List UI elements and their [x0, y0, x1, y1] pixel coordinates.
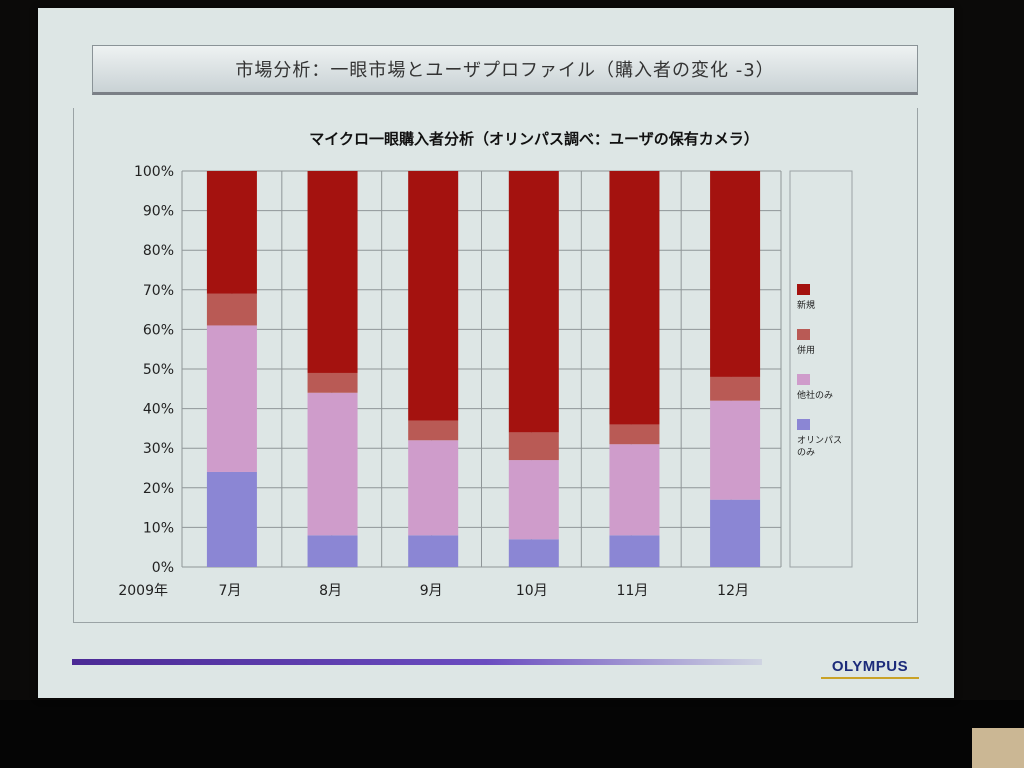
- legend-swatch: [797, 374, 810, 385]
- y-tick-label: 20%: [143, 481, 174, 497]
- chart-panel: マイクロ一眼購入者分析（オリンパス調べ：ユーザの保有カメラ） 0% 10% 20% 30…: [73, 108, 918, 623]
- bar-segment: [307, 392, 358, 536]
- slide-title: 市場分析：一眼市場とユーザプロファイル（購入者の変化 -3）: [92, 45, 918, 95]
- legend-label: オリンパス: [797, 435, 842, 446]
- bar-segment: [508, 171, 559, 433]
- y-tick-label: 40%: [143, 402, 174, 418]
- bar-segment: [206, 471, 257, 567]
- y-tick-label: 100%: [134, 164, 174, 180]
- y-tick-label: 10%: [143, 520, 174, 536]
- footer-divider: [72, 659, 762, 665]
- x-tick-label: 10月: [516, 583, 548, 599]
- x-tick-label: 7月: [218, 583, 241, 599]
- bar-segment: [609, 444, 660, 536]
- y-tick-label: 30%: [143, 441, 174, 457]
- y-tick-label: 0%: [152, 560, 174, 576]
- olympus-logo-text: OLYMPUS: [831, 658, 909, 675]
- y-tick-label: 60%: [143, 322, 174, 338]
- bar-segment: [710, 376, 761, 401]
- bar-segment: [408, 420, 459, 441]
- bar-segment: [609, 171, 660, 425]
- y-tick-label: 70%: [143, 283, 174, 299]
- legend-swatch: [797, 329, 810, 340]
- bar-segment: [710, 499, 761, 567]
- y-tick-label: 90%: [143, 204, 174, 220]
- bar-segment: [609, 424, 660, 445]
- legend-box: [789, 170, 853, 568]
- bar-segment: [508, 539, 559, 567]
- bar-segment: [710, 171, 761, 377]
- x-tick-label: 9月: [420, 583, 443, 599]
- y-tick-label: 50%: [143, 362, 174, 378]
- bar-segment: [408, 535, 459, 567]
- bar-segment: [206, 171, 257, 294]
- bar-segment: [206, 325, 257, 472]
- y-tick-label: 80%: [143, 243, 174, 259]
- olympus-logo: OLYMPUS: [818, 658, 922, 688]
- legend-label: のみ: [797, 447, 815, 458]
- x-tick-label: 11月: [617, 583, 649, 599]
- legend-label: 他社のみ: [797, 389, 833, 401]
- bar-segment: [307, 535, 358, 567]
- bar-segment: [307, 372, 358, 393]
- bar-segment: [307, 171, 358, 373]
- legend-swatch: [797, 284, 810, 295]
- bar-segment: [206, 293, 257, 326]
- x-year-label: 2009年: [118, 583, 168, 599]
- background-strip: [0, 700, 1024, 768]
- bar-segment: [408, 440, 459, 536]
- background-corner: [972, 728, 1024, 768]
- legend-label: 併用: [797, 344, 815, 356]
- bar-segment: [408, 171, 459, 421]
- bar-segment: [609, 535, 660, 567]
- legend-label: 新規: [797, 299, 815, 311]
- x-tick-label: 8月: [319, 583, 342, 599]
- x-tick-label: 12月: [717, 583, 749, 599]
- bar-segment: [508, 432, 559, 461]
- bar-segment: [710, 400, 761, 500]
- bar-segment: [508, 460, 559, 540]
- olympus-logo-underline: [821, 677, 919, 679]
- chart-title: マイクロ一眼購入者分析（オリンパス調べ：ユーザの保有カメラ）: [309, 130, 758, 148]
- presentation-slide: 市場分析：一眼市場とユーザプロファイル（購入者の変化 -3） マイクロ一眼購入者…: [38, 8, 954, 698]
- legend-swatch: [797, 419, 810, 430]
- stacked-bar-chart: マイクロ一眼購入者分析（オリンパス調べ：ユーザの保有カメラ） 0% 10% 20% 30…: [118, 130, 853, 599]
